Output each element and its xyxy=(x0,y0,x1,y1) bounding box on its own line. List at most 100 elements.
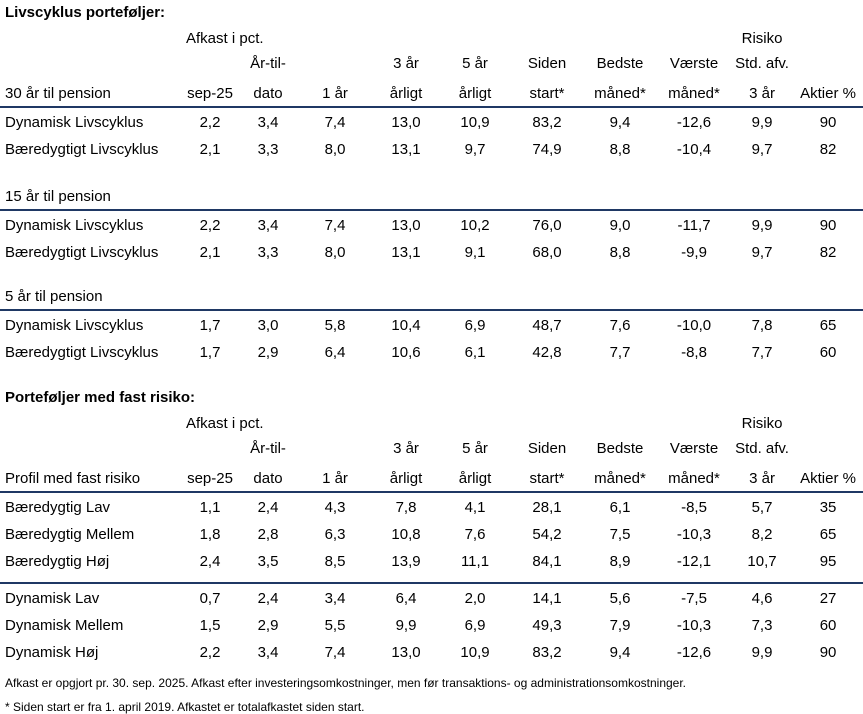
value-cell: 27 xyxy=(819,590,837,607)
value-cell: 9,9 xyxy=(751,644,773,661)
value-cell: 13,9 xyxy=(391,553,421,570)
value-cell: 2,4 xyxy=(199,553,221,570)
spacer-row xyxy=(0,162,863,181)
value-cell: 5,5 xyxy=(324,617,346,634)
value-cell: 7,3 xyxy=(751,617,773,634)
value-cell: 7,4 xyxy=(324,217,346,234)
col-header-stddev: 3 år xyxy=(731,76,794,108)
col-header-5yr-top: 5 år xyxy=(462,440,488,457)
value-cell: 6,9 xyxy=(464,617,486,634)
spacer-row xyxy=(0,265,863,281)
col-header-ytd-top: År-til- xyxy=(250,440,286,457)
col-header-stddev: 3 år xyxy=(731,461,794,493)
col-header-3yr: årligt xyxy=(373,461,439,493)
column-header-row: Profil med fast risiko sep-25 dato 1 år … xyxy=(0,461,863,493)
value-cell: 4,6 xyxy=(751,590,773,607)
empty-cell xyxy=(297,436,373,461)
fixed-risk-section-title: Porteføljer med fast risiko: xyxy=(5,389,196,406)
value-cell: -8,8 xyxy=(681,344,707,361)
col-header-best: måned* xyxy=(583,461,657,493)
table-row: Bæredygtig Mellem 1,8 2,8 6,3 10,8 7,6 5… xyxy=(0,520,863,547)
value-cell: -8,5 xyxy=(681,499,707,516)
col-header-best: måned* xyxy=(583,76,657,108)
value-cell: 76,0 xyxy=(532,217,562,234)
col-header-since-top: Siden xyxy=(527,440,567,457)
value-cell: 48,7 xyxy=(532,317,562,334)
value-cell: 2,0 xyxy=(464,590,486,607)
value-cell: 9,7 xyxy=(751,244,773,261)
value-cell: 2,1 xyxy=(199,141,221,158)
empty-cell xyxy=(793,408,863,436)
col-header-stddev-top: Std. afv. xyxy=(735,55,789,72)
table-row: Dynamisk Mellem 1,5 2,9 5,5 9,9 6,9 49,3… xyxy=(0,611,863,638)
value-cell: 82 xyxy=(819,141,837,158)
value-cell: 2,9 xyxy=(257,617,279,634)
value-cell: -12,6 xyxy=(676,644,712,661)
value-cell: 2,1 xyxy=(199,244,221,261)
value-cell: 7,9 xyxy=(609,617,631,634)
table-row: Bæredygtig Lav 1,1 2,4 4,3 7,8 4,1 28,1 … xyxy=(0,492,863,520)
value-cell: 42,8 xyxy=(532,344,562,361)
value-cell: -11,7 xyxy=(677,217,711,234)
portfolio-name: Dynamisk Livscyklus xyxy=(5,114,144,131)
lifecycle-section-title: Livscyklus porteføljer: xyxy=(5,4,166,21)
value-cell: 0,7 xyxy=(199,590,221,607)
table-row: Bæredygtigt Livscyklus 2,1 3,3 8,0 13,1 … xyxy=(0,238,863,265)
value-cell: 13,0 xyxy=(391,114,421,131)
value-cell: 9,0 xyxy=(609,217,631,234)
value-cell: 1,7 xyxy=(199,344,221,361)
table-row: Dynamisk Lav 0,7 2,4 3,4 6,4 2,0 14,1 5,… xyxy=(0,583,863,611)
value-cell: 2,4 xyxy=(257,499,279,516)
value-cell: 60 xyxy=(819,344,837,361)
empty-cell xyxy=(793,23,863,51)
value-cell: -10,3 xyxy=(676,617,712,634)
col-header-since: start* xyxy=(511,76,583,108)
empty-cell xyxy=(0,51,181,76)
value-cell: 3,4 xyxy=(257,114,279,131)
col-header-worst: måned* xyxy=(657,76,732,108)
col-header-stddev-top: Std. afv. xyxy=(735,440,789,457)
value-cell: 5,8 xyxy=(324,317,346,334)
value-cell: -12,1 xyxy=(676,553,712,570)
section-label-row: 5 år til pension xyxy=(0,281,863,311)
portfolio-name: Bæredygtigt Livscyklus xyxy=(5,244,159,261)
col-header-equities: Aktier % xyxy=(793,76,863,108)
value-cell: 9,4 xyxy=(609,644,631,661)
value-cell: 2,2 xyxy=(199,217,221,234)
lifecycle-table: Afkast i pct. Risiko År-til- 3 år 5 år S… xyxy=(0,23,863,365)
value-cell: 9,9 xyxy=(751,217,773,234)
value-cell: 6,9 xyxy=(464,317,486,334)
returns-report: Livscyklus porteføljer: Afkast i pct. Ri… xyxy=(0,4,863,714)
value-cell: 82 xyxy=(819,244,837,261)
table-row: Dynamisk Livscyklus 2,2 3,4 7,4 13,0 10,… xyxy=(0,210,863,238)
value-cell: 10,8 xyxy=(391,526,421,543)
empty-cell xyxy=(0,436,181,461)
col-header-5yr: årligt xyxy=(439,76,511,108)
table-row: Bæredygtigt Livscyklus 1,7 2,9 6,4 10,6 … xyxy=(0,338,863,365)
value-cell: 10,6 xyxy=(391,344,421,361)
value-cell: 5,7 xyxy=(751,499,773,516)
value-cell: 49,3 xyxy=(532,617,562,634)
table-row: Bæredygtigt Livscyklus 2,1 3,3 8,0 13,1 … xyxy=(0,135,863,162)
portfolio-name: Bæredygtig Lav xyxy=(5,499,111,516)
col-header-worst: måned* xyxy=(657,461,732,493)
portfolio-name: Bæredygtig Mellem xyxy=(5,526,135,543)
value-cell: 9,9 xyxy=(751,114,773,131)
value-cell: 6,4 xyxy=(395,590,417,607)
empty-cell xyxy=(793,436,863,461)
value-cell: 13,1 xyxy=(391,244,421,261)
portfolio-name: Dynamisk Mellem xyxy=(5,617,124,634)
portfolio-name: Dynamisk Livscyklus xyxy=(5,217,144,234)
value-cell: 84,1 xyxy=(532,553,562,570)
footnote-since-start: * Siden start er fra 1. april 2019. Afka… xyxy=(5,700,365,714)
value-cell: 65 xyxy=(819,317,837,334)
value-cell: 3,0 xyxy=(257,317,279,334)
value-cell: 7,6 xyxy=(609,317,631,334)
empty-cell xyxy=(793,51,863,76)
value-cell: 2,2 xyxy=(199,114,221,131)
value-cell: 54,2 xyxy=(532,526,562,543)
portfolio-name: Bæredygtigt Livscyklus xyxy=(5,141,159,158)
value-cell: 11,1 xyxy=(460,553,490,570)
value-cell: 7,8 xyxy=(751,317,773,334)
col-header-ytd: dato xyxy=(239,461,297,493)
